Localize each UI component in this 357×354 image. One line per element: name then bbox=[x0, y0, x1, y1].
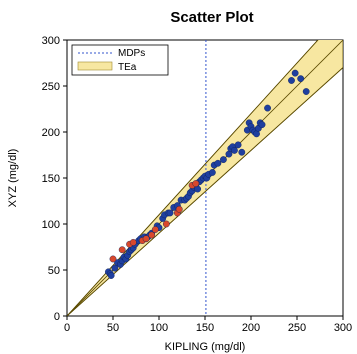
plot-area bbox=[66, 39, 344, 317]
data-point bbox=[264, 104, 271, 112]
data-point bbox=[291, 69, 299, 77]
data-point bbox=[231, 146, 238, 154]
legend-tea-swatch bbox=[77, 61, 113, 71]
data-point bbox=[192, 180, 200, 187]
data-point bbox=[302, 88, 310, 95]
x-tick-label: 250 bbox=[288, 322, 306, 334]
x-tick-label: 0 bbox=[64, 322, 70, 334]
x-tick-label: 300 bbox=[334, 322, 352, 334]
data-point bbox=[129, 238, 137, 246]
data-point bbox=[219, 156, 227, 164]
data-point bbox=[148, 231, 156, 239]
legend: MDPs TEa bbox=[71, 44, 169, 76]
x-tick-label: 100 bbox=[150, 322, 168, 334]
data-point bbox=[109, 255, 117, 263]
x-axis-label: KIPLING (mg/dl) bbox=[165, 341, 246, 353]
data-point bbox=[151, 226, 159, 233]
data-point bbox=[162, 220, 170, 228]
x-tick-label: 150 bbox=[196, 322, 214, 334]
legend-tea-label: TEa bbox=[118, 62, 137, 73]
data-point bbox=[208, 169, 216, 176]
data-point bbox=[238, 148, 246, 156]
y-tick-label: 200 bbox=[42, 127, 60, 139]
data-point bbox=[118, 246, 126, 254]
data-point bbox=[214, 159, 222, 167]
data-point bbox=[111, 264, 119, 272]
y-tick-label: 100 bbox=[42, 219, 60, 231]
data-point bbox=[234, 141, 242, 149]
legend-mdps-label: MDPs bbox=[118, 48, 145, 59]
y-tick-label: 50 bbox=[48, 265, 60, 277]
y-axis-label: XYZ (mg/dl) bbox=[7, 149, 19, 208]
data-point bbox=[166, 209, 174, 217]
y-tick-label: 0 bbox=[54, 311, 60, 323]
data-point bbox=[288, 77, 295, 84]
data-point bbox=[297, 75, 305, 83]
data-point bbox=[142, 235, 150, 243]
x-tick-label: 200 bbox=[242, 322, 260, 334]
chart-title: Scatter Plot bbox=[170, 9, 253, 26]
y-tick-label: 150 bbox=[42, 173, 60, 185]
data-points bbox=[105, 69, 310, 279]
y-tick-label: 250 bbox=[42, 81, 60, 93]
data-point bbox=[107, 272, 115, 279]
x-tick-label: 50 bbox=[107, 322, 119, 334]
x-axis: 0 50 100 150 200 250 300 bbox=[64, 316, 352, 334]
data-point bbox=[258, 121, 266, 129]
y-axis: 0 50 100 150 200 250 300 bbox=[42, 35, 67, 323]
y-tick-label: 300 bbox=[42, 35, 60, 47]
data-point bbox=[175, 205, 183, 213]
